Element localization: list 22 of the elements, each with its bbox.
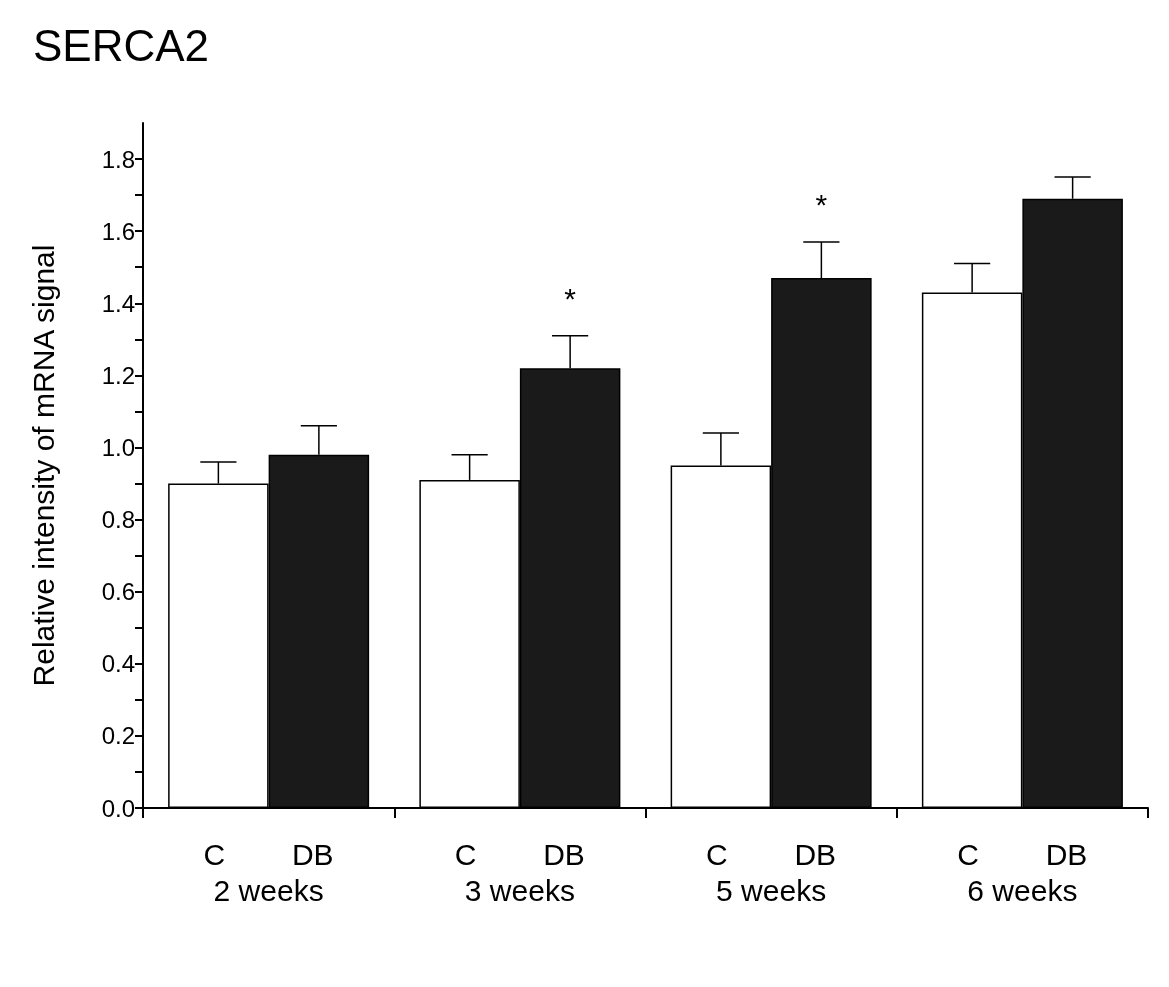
x-tick-label: 3 weeks bbox=[464, 873, 575, 907]
annotation: * bbox=[564, 282, 577, 316]
y-axis-title: Relative intensity of mRNA signal bbox=[26, 244, 60, 687]
y-tick-label: 1.8 bbox=[101, 145, 135, 173]
text: C DB bbox=[203, 837, 334, 871]
y-tick-label: 1.2 bbox=[101, 361, 135, 389]
y-tick-label: 0.2 bbox=[101, 722, 135, 750]
chart-title: SERCA2 bbox=[33, 20, 210, 70]
text: C DB bbox=[957, 837, 1088, 871]
y-tick-label: 0.4 bbox=[101, 650, 135, 678]
annotation: * bbox=[815, 188, 828, 222]
y-tick-label: 1.4 bbox=[101, 289, 135, 317]
y-tick-label: 0.0 bbox=[101, 794, 135, 822]
x-tick-label: 6 weeks bbox=[967, 873, 1078, 907]
x-tick-label: 2 weeks bbox=[213, 873, 324, 907]
text: C DB bbox=[706, 837, 837, 871]
y-tick-label: 0.8 bbox=[101, 506, 135, 534]
y-tick-label: 1.6 bbox=[101, 217, 135, 245]
x-tick-label: 5 weeks bbox=[716, 873, 827, 907]
y-tick-label: 0.6 bbox=[101, 578, 135, 606]
y-tick-label: 1.0 bbox=[101, 433, 135, 461]
text: C DB bbox=[454, 837, 585, 871]
